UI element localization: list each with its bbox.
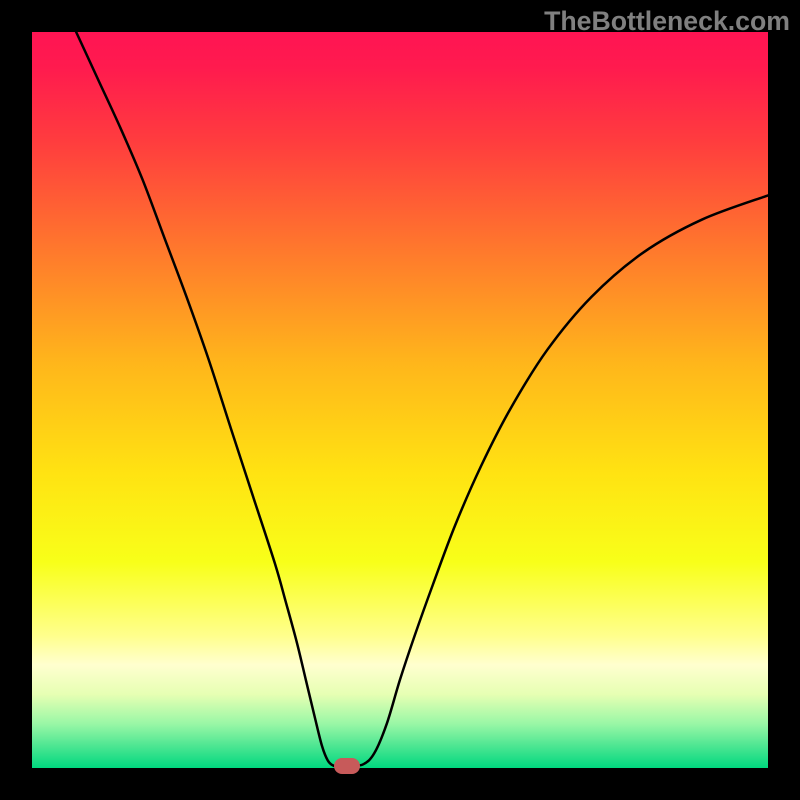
bottleneck-curve <box>0 0 800 800</box>
chart-frame: TheBottleneck.com <box>0 0 800 800</box>
watermark-text: TheBottleneck.com <box>544 6 790 37</box>
optimum-marker <box>334 758 360 774</box>
